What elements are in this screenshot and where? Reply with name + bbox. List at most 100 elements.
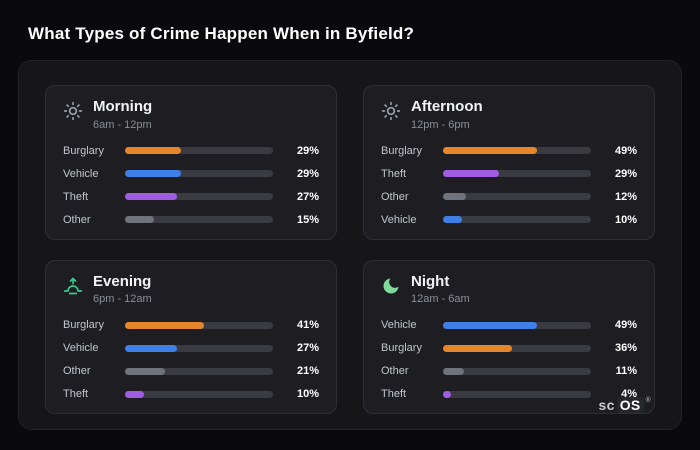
crime-type-label: Theft (63, 388, 89, 400)
crime-type-label: Vehicle (381, 213, 417, 226)
crime-type-label: Burglary (63, 319, 104, 331)
card-subtitle: 12am - 6am (411, 293, 470, 305)
bar-fill (443, 321, 538, 329)
page-title: What Types of Crime Happen When in Byfie… (28, 24, 415, 43)
crime-stat-rows: Burglary 49% Theft 29% Other 12% Vehicle 10% (381, 144, 637, 227)
crime-type-label: Vehicle (63, 167, 99, 180)
brand-prefix: sc (598, 397, 615, 413)
crime-type-label: Theft (381, 388, 407, 400)
percent-value: 27% (296, 190, 319, 203)
crime-type-label: Vehicle (381, 319, 417, 331)
card-header-text: Night 12am - 6am (411, 272, 470, 305)
crime-stat-rows: Burglary 29% Vehicle 29% Theft 27% Other 15% (63, 144, 319, 227)
percent-value: 29% (614, 167, 637, 180)
percent-value: 41% (296, 319, 319, 331)
crime-type-label: Other (381, 190, 409, 203)
crime-type-label: Vehicle (63, 342, 99, 354)
percent-value: 29% (296, 144, 319, 157)
percent-value: 29% (296, 167, 319, 180)
crime-type-label: Theft (381, 167, 407, 180)
percent-value: 49% (614, 144, 637, 157)
card-subtitle: 6am - 12pm (93, 118, 152, 131)
card-night: Night 12am - 6am Vehicle 49% Burglary 36% Ot… (363, 259, 655, 414)
percent-value: 21% (296, 365, 319, 377)
bar-track (125, 321, 273, 329)
bar-track (443, 367, 591, 375)
sun-icon (381, 101, 401, 121)
crime-type-label: Theft (63, 190, 89, 203)
crime-type-label: Burglary (381, 342, 422, 354)
crime-stat-row: Theft 27% (63, 190, 319, 204)
card-subtitle: 12pm - 6pm (411, 118, 470, 131)
crime-stat-row: Other 15% (63, 213, 319, 227)
crime-type-label: Other (63, 365, 91, 377)
bar-track (125, 147, 273, 154)
crime-stat-row: Vehicle 49% (381, 318, 637, 332)
bar-track (443, 344, 591, 352)
card-afternoon: Afternoon 12pm - 6pm Burglary 49% Theft 29%… (363, 85, 655, 240)
card-header: Evening 6pm - 12am (63, 273, 319, 305)
crime-stat-row: Vehicle 29% (63, 167, 319, 181)
crime-type-label: Other (63, 213, 91, 226)
percent-value: 11% (615, 365, 637, 377)
bar-track (125, 216, 273, 223)
card-header-text: Morning 6am - 12pm (93, 98, 153, 131)
time-cards-grid: Morning 6am - 12pm Burglary 29% Vehicle 29%… (19, 61, 681, 429)
crime-type-label: Burglary (63, 144, 104, 157)
bar-fill (125, 216, 154, 223)
card-title: Afternoon (411, 98, 483, 115)
crime-stat-row: Burglary 29% (63, 144, 319, 158)
crime-stat-row: Burglary 41% (63, 318, 319, 332)
crime-stat-row: Other 21% (63, 364, 319, 378)
bar-fill (125, 170, 181, 177)
crime-stat-rows: Vehicle 49% Burglary 36% Other 11% Theft 4% (381, 318, 637, 401)
card-title: Night (411, 272, 450, 290)
card-morning: Morning 6am - 12pm Burglary 29% Vehicle 29%… (45, 85, 337, 240)
percent-value: 49% (614, 319, 637, 331)
crime-type-label: Other (381, 365, 409, 377)
percent-value: 36% (614, 342, 637, 354)
bar-fill (443, 367, 465, 375)
bar-fill (443, 344, 513, 352)
bar-track (125, 193, 273, 200)
crime-stat-row: Vehicle 27% (63, 341, 319, 355)
bar-fill (125, 390, 145, 398)
crime-stat-row: Vehicle 10% (381, 213, 637, 227)
card-header-text: Afternoon 12pm - 6pm (411, 98, 483, 131)
bar-fill (125, 344, 177, 352)
percent-value: 10% (296, 388, 319, 400)
crime-stat-row: Burglary 36% (381, 341, 637, 355)
bar-track (443, 193, 591, 200)
bar-track (125, 170, 273, 177)
card-title: Morning (93, 98, 153, 115)
percent-value: 10% (614, 213, 637, 226)
bar-track (443, 147, 591, 154)
crime-stat-rows: Burglary 41% Vehicle 27% Other 21% Theft 10% (63, 318, 319, 401)
bar-track (443, 390, 591, 398)
bar-track (443, 321, 591, 329)
crime-type-label: Burglary (381, 144, 422, 157)
bar-fill (125, 193, 177, 200)
bar-track (443, 170, 591, 177)
sun-icon (63, 101, 83, 121)
percent-value: 12% (614, 190, 637, 203)
crime-stat-row: Burglary 49% (381, 144, 637, 158)
crime-times-panel: Morning 6am - 12pm Burglary 29% Vehicle 29%… (18, 60, 682, 430)
card-header: Morning 6am - 12pm (63, 98, 319, 131)
card-header: Afternoon 12pm - 6pm (381, 98, 637, 131)
card-evening: Evening 6pm - 12am Burglary 41% Vehicle 27%… (45, 259, 337, 414)
bar-track (125, 367, 273, 375)
card-header-text: Evening 6pm - 12am (93, 273, 152, 305)
sunrise-icon (63, 276, 83, 296)
bar-fill (443, 216, 463, 223)
moon-icon (381, 276, 401, 296)
percent-value: 27% (296, 342, 319, 354)
card-subtitle: 6pm - 12am (93, 293, 152, 305)
brand-suffix: OS (616, 397, 644, 413)
bar-track (125, 344, 273, 352)
bar-track (125, 390, 273, 398)
scos-logo: sc OS ® (599, 397, 651, 413)
bar-fill (443, 193, 467, 200)
bar-fill (443, 147, 538, 154)
bar-fill (125, 321, 204, 329)
